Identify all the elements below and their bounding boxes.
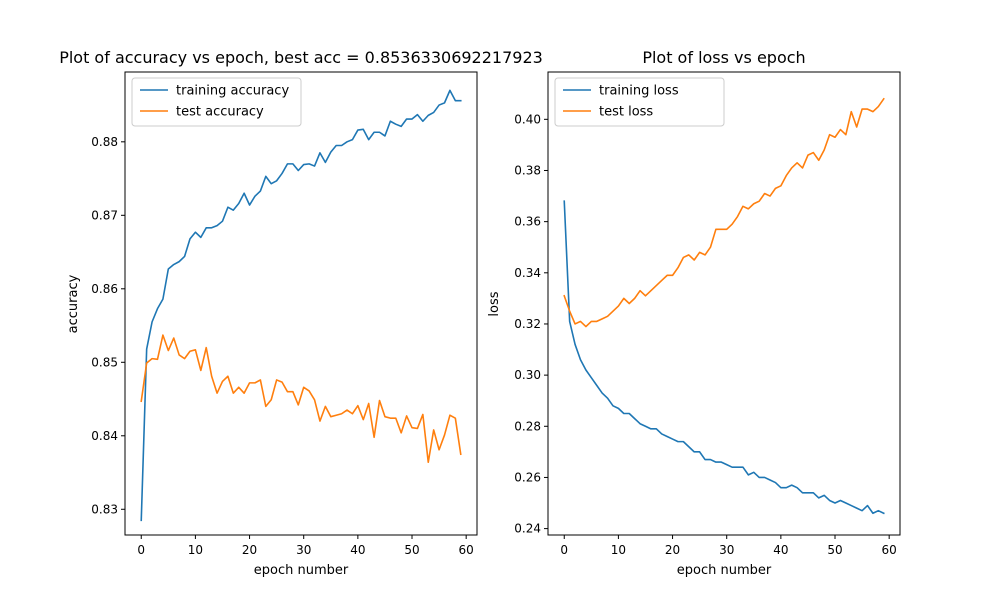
accuracy-x-tick-label: 40 — [350, 543, 365, 557]
accuracy-y-tick-label: 0.88 — [91, 135, 118, 149]
accuracy-y-tick-label: 0.83 — [91, 502, 118, 516]
loss-y-tick-label: 0.36 — [514, 215, 541, 229]
accuracy-x-tick-label: 60 — [459, 543, 474, 557]
accuracy-chart-xlabel: epoch number — [254, 563, 349, 578]
accuracy-chart-y-ticks: 0.83 0.84 0.85 0.86 0.87 0.88 — [91, 135, 125, 516]
loss-chart-title: Plot of loss vs epoch — [642, 48, 805, 67]
loss-y-tick-label: 0.26 — [514, 470, 541, 484]
loss-chart-xlabel: epoch number — [677, 563, 772, 578]
accuracy-y-tick-label: 0.85 — [91, 355, 118, 369]
accuracy-x-tick-label: 20 — [242, 543, 257, 557]
loss-x-tick-label: 10 — [611, 543, 626, 557]
loss-y-tick-label: 0.32 — [514, 317, 541, 331]
loss-x-tick-label: 50 — [827, 543, 842, 557]
accuracy-series-line-1 — [140, 334, 462, 464]
loss-chart: Plot of loss vs epoch epoch number loss … — [487, 48, 901, 578]
loss-x-tick-label: 20 — [665, 543, 680, 557]
accuracy-y-tick-label: 0.86 — [91, 282, 118, 296]
accuracy-x-tick-label: 10 — [188, 543, 203, 557]
accuracy-y-tick-label: 0.84 — [91, 429, 118, 443]
loss-legend-box — [554, 77, 725, 127]
accuracy-chart-frame — [124, 71, 478, 536]
loss-chart-x-ticks: 0 10 20 30 40 50 60 — [560, 535, 897, 557]
loss-chart-legend: training loss test loss — [554, 77, 725, 127]
accuracy-legend-label: training accuracy — [176, 84, 289, 99]
accuracy-x-tick-label: 50 — [404, 543, 419, 557]
loss-x-tick-label: 0 — [560, 543, 568, 557]
loss-chart-y-ticks: 0.24 0.26 0.28 0.30 0.32 0.34 0.36 0.38 0.40 — [514, 112, 548, 536]
accuracy-chart-x-ticks: 0 10 20 30 40 50 60 — [137, 535, 474, 557]
loss-series-line-0 — [563, 200, 885, 515]
loss-legend-label: training loss — [599, 84, 679, 99]
loss-chart-series — [563, 97, 885, 515]
accuracy-chart-series — [140, 89, 462, 522]
loss-x-tick-label: 60 — [882, 543, 897, 557]
accuracy-x-tick-label: 0 — [137, 543, 145, 557]
loss-x-tick-label: 40 — [773, 543, 788, 557]
loss-y-tick-label: 0.30 — [514, 368, 541, 382]
accuracy-chart-legend: training accuracy test accuracy — [131, 77, 302, 127]
accuracy-y-tick-label: 0.87 — [91, 208, 118, 222]
loss-y-tick-label: 0.40 — [514, 112, 541, 126]
accuracy-chart-ylabel: accuracy — [66, 274, 81, 333]
loss-chart-ylabel: loss — [487, 291, 502, 316]
loss-y-tick-label: 0.38 — [514, 163, 541, 177]
accuracy-chart-title: Plot of accuracy vs epoch, best acc = 0.… — [59, 48, 543, 67]
loss-y-tick-label: 0.24 — [514, 522, 541, 536]
accuracy-series-line-0 — [140, 89, 462, 522]
accuracy-legend-box — [131, 77, 302, 127]
loss-y-tick-label: 0.34 — [514, 266, 541, 280]
loss-series-line-1 — [563, 97, 885, 328]
accuracy-legend-label: test accuracy — [176, 105, 264, 120]
loss-x-tick-label: 30 — [719, 543, 734, 557]
loss-y-tick-label: 0.28 — [514, 419, 541, 433]
accuracy-chart: Plot of accuracy vs epoch, best acc = 0.… — [59, 48, 543, 578]
accuracy-x-tick-label: 30 — [296, 543, 311, 557]
loss-chart-frame — [547, 71, 901, 536]
loss-legend-label: test loss — [599, 105, 653, 120]
